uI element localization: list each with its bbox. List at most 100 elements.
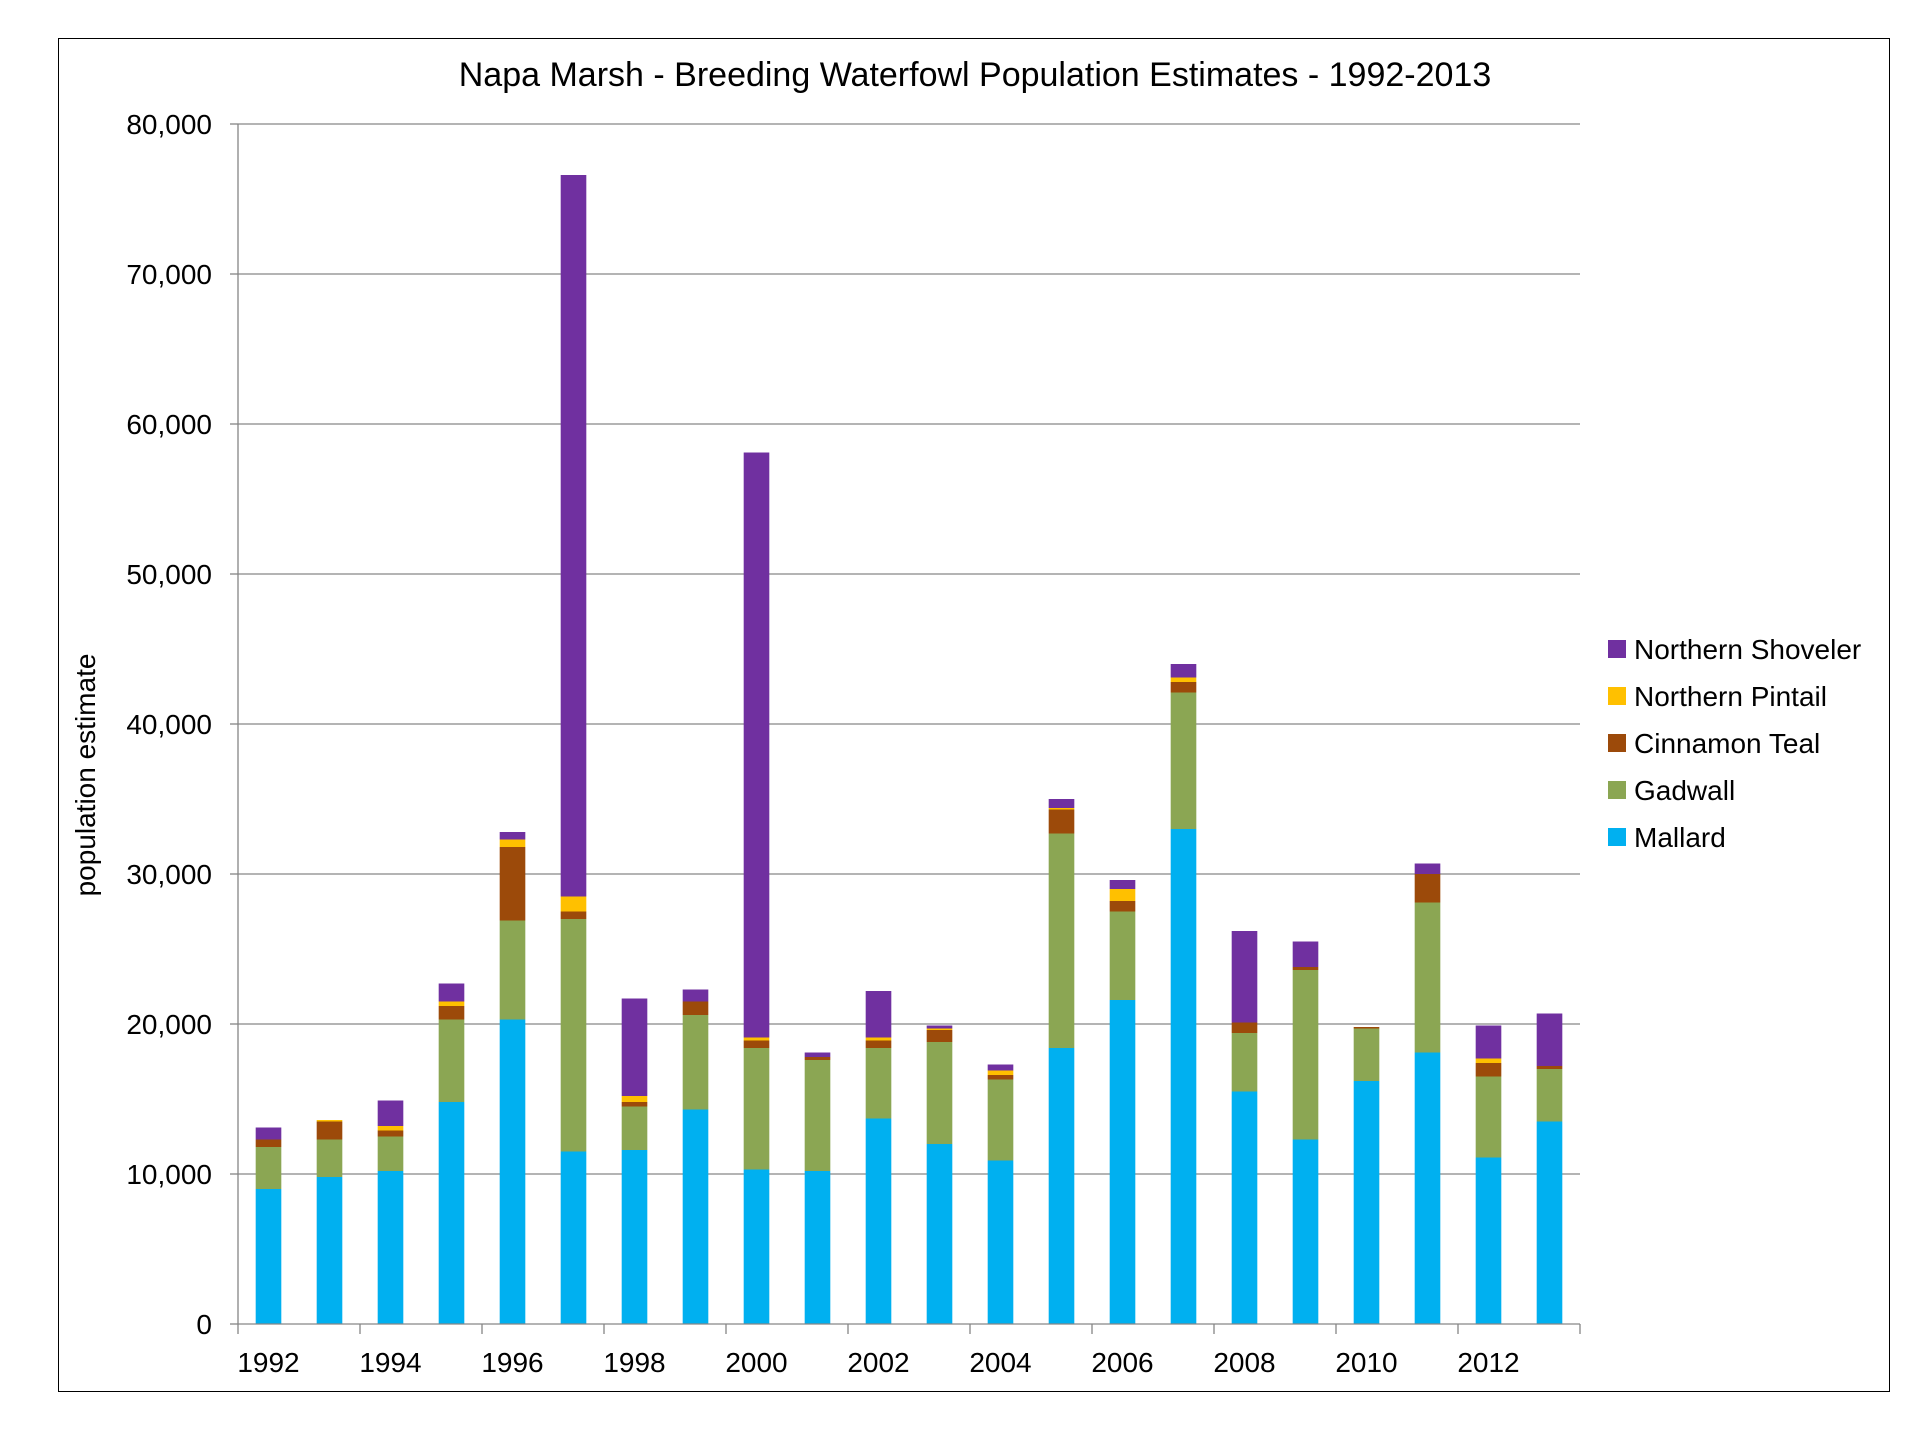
bar-mallard-2004 [987,1160,1014,1324]
bar-gadwall-2003 [926,1042,953,1144]
legend-item: Northern Shoveler [1608,634,1861,665]
axes [237,124,1581,1334]
bar-northern-shoveler-2004 [987,1064,1014,1071]
legend-label: Northern Pintail [1634,681,1827,712]
bar-gadwall-2010 [1353,1028,1380,1081]
bar-cinnamon-teal-1995 [438,1006,465,1020]
bar-cinnamon-teal-2003 [926,1030,953,1042]
x-tick-label: 1996 [481,1347,543,1378]
legend-label: Mallard [1634,822,1726,853]
bar-northern-shoveler-1997 [560,175,587,897]
bar-cinnamon-teal-1992 [255,1139,282,1147]
bar-mallard-2010 [1353,1081,1380,1324]
bar-mallard-2009 [1292,1139,1319,1324]
bar-gadwall-2002 [865,1048,892,1119]
bar-northern-pintail-1998 [621,1096,648,1102]
x-tick-label: 1994 [359,1347,421,1378]
bar-northern-pintail-2012 [1475,1058,1502,1063]
bar-mallard-1997 [560,1151,587,1324]
bar-northern-pintail-1994 [377,1126,404,1131]
bar-mallard-2001 [804,1171,831,1324]
legend-label: Northern Shoveler [1634,634,1861,665]
x-tick-label: 2000 [725,1347,787,1378]
bar-cinnamon-teal-2002 [865,1040,892,1048]
bar-gadwall-2006 [1109,911,1136,1000]
bar-gadwall-2011 [1414,902,1441,1053]
bar-northern-pintail-2004 [987,1070,1014,1075]
bar-northern-shoveler-1999 [682,989,709,1002]
bar-cinnamon-teal-2005 [1048,809,1075,834]
legend-swatch [1608,687,1626,705]
y-tick-labels: 0 10,000 20,000 30,000 40,000 50,000 60,000 70,… [126,109,212,1340]
bar-mallard-1999 [682,1109,709,1324]
bar-northern-shoveler-2011 [1414,863,1441,874]
bar-mallard-2013 [1536,1121,1563,1324]
bar-northern-shoveler-2007 [1170,664,1197,678]
bar-mallard-1992 [255,1189,282,1324]
x-tick-label: 2006 [1091,1347,1153,1378]
bar-gadwall-1997 [560,919,587,1152]
bar-cinnamon-teal-2008 [1231,1022,1258,1033]
bar-northern-shoveler-2000 [743,452,770,1038]
bar-northern-pintail-2003 [926,1028,953,1030]
bar-gadwall-2005 [1048,833,1075,1048]
bar-mallard-2006 [1109,1000,1136,1324]
x-tick-label: 1998 [603,1347,665,1378]
bar-cinnamon-teal-1994 [377,1130,404,1137]
bar-gadwall-1998 [621,1106,648,1150]
bar-cinnamon-teal-1993 [316,1121,343,1140]
y-tick-label: 50,000 [126,559,212,590]
bar-cinnamon-teal-2011 [1414,874,1441,903]
bar-northern-pintail-2007 [1170,677,1197,682]
bar-northern-pintail-1996 [499,839,526,847]
x-tick-label: 2010 [1335,1347,1397,1378]
x-tick-labels: 1992 1994 1996 1998 2000 2002 2004 2006 2008 2010… [237,1347,1519,1378]
bar-northern-shoveler-2006 [1109,880,1136,889]
x-tick-label: 2012 [1457,1347,1519,1378]
bar-cinnamon-teal-2001 [804,1057,831,1060]
bar-cinnamon-teal-1999 [682,1001,709,1015]
bar-northern-pintail-1997 [560,896,587,912]
bar-gadwall-1999 [682,1015,709,1110]
x-tick-label: 2004 [969,1347,1031,1378]
legend-item: Cinnamon Teal [1608,728,1820,759]
bar-northern-pintail-2006 [1109,889,1136,901]
legend-item: Gadwall [1608,775,1735,806]
y-tick-label: 40,000 [126,709,212,740]
bar-gadwall-2009 [1292,970,1319,1140]
bar-gadwall-2008 [1231,1033,1258,1092]
bar-cinnamon-teal-2007 [1170,682,1197,693]
bar-northern-shoveler-1998 [621,998,648,1096]
bar-mallard-2007 [1170,829,1197,1324]
legend-label: Cinnamon Teal [1634,728,1820,759]
legend-item: Northern Pintail [1608,681,1827,712]
bar-gadwall-2012 [1475,1076,1502,1158]
bar-northern-shoveler-2005 [1048,799,1075,808]
bar-northern-shoveler-2003 [926,1025,953,1029]
legend-swatch [1608,781,1626,799]
legend-item: Mallard [1608,822,1726,853]
bar-cinnamon-teal-2006 [1109,901,1136,912]
bar-gadwall-2000 [743,1048,770,1170]
x-tick-label: 2002 [847,1347,909,1378]
bar-mallard-1996 [499,1019,526,1324]
bar-gadwall-1996 [499,920,526,1020]
y-tick-label: 0 [196,1309,212,1340]
legend-swatch [1608,640,1626,658]
y-axis-label: population estimate [70,654,101,897]
bar-mallard-2011 [1414,1052,1441,1324]
x-tick-label: 2008 [1213,1347,1275,1378]
bar-northern-shoveler-2002 [865,991,892,1038]
bar-gadwall-1993 [316,1139,343,1177]
bar-northern-shoveler-2013 [1536,1013,1563,1066]
y-tick-label: 80,000 [126,109,212,140]
bar-northern-pintail-1993 [316,1120,343,1122]
y-tick-label: 10,000 [126,1159,212,1190]
bar-mallard-2003 [926,1144,953,1324]
y-tick-label: 30,000 [126,859,212,890]
y-tick-label: 20,000 [126,1009,212,1040]
bar-northern-shoveler-2009 [1292,941,1319,967]
bar-cinnamon-teal-1996 [499,847,526,921]
bar-mallard-1995 [438,1102,465,1324]
